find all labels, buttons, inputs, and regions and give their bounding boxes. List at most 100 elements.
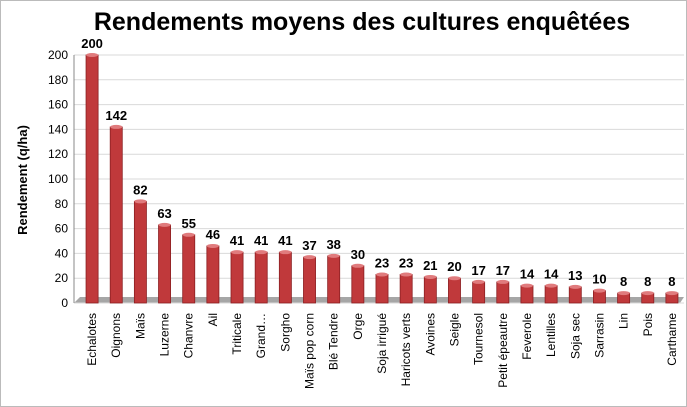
x-tick-label: Avoines [423, 313, 437, 355]
value-label: 30 [351, 247, 365, 262]
bar-top [279, 250, 292, 255]
x-tick-label: Sorgho [278, 313, 292, 352]
value-label: 17 [471, 263, 485, 278]
x-tick-label: Lentilles [544, 313, 558, 357]
value-label: 41 [254, 233, 268, 248]
x-tick-label: Seigle [447, 313, 461, 347]
x-tick-label: Soja sec [568, 313, 582, 359]
x-tick-label: Sarrasin [592, 313, 606, 358]
bar [85, 54, 99, 304]
bar-top [400, 272, 413, 277]
y-tick-label: 100 [48, 172, 68, 186]
bar [327, 255, 341, 304]
y-tick-label: 0 [61, 296, 68, 310]
value-label: 10 [592, 272, 606, 287]
value-label: 41 [230, 233, 244, 248]
bar [568, 286, 582, 304]
bar [303, 256, 316, 304]
value-label: 23 [375, 255, 389, 270]
bar [496, 281, 510, 304]
x-tick-label: Haricots verts [399, 313, 413, 386]
y-tick-label: 80 [55, 197, 69, 211]
bar-top [520, 283, 534, 288]
bar-top [134, 199, 147, 204]
x-tick-label: Soja irrigué [375, 313, 389, 374]
bar-top [424, 274, 437, 279]
value-label: 8 [668, 274, 675, 289]
value-label: 21 [423, 258, 437, 273]
x-tick-label: Chanvre [182, 313, 196, 359]
bar [351, 265, 365, 304]
y-tick-label: 20 [55, 271, 69, 285]
value-label: 8 [644, 274, 651, 289]
bar-top [327, 253, 340, 258]
y-axis-label: Rendement (q/ha) [15, 125, 30, 235]
x-tick-label: Feverole [520, 313, 534, 360]
bar [399, 274, 413, 304]
bar [520, 285, 534, 304]
bar [544, 285, 558, 304]
y-tick-label: 160 [48, 98, 68, 112]
y-tick-label: 180 [48, 73, 68, 87]
bar-top [641, 291, 654, 296]
x-tick-label: Petit épeautre [496, 313, 510, 388]
x-tick-label: Triticale [230, 313, 244, 355]
bar-top [617, 291, 630, 296]
bar-top [375, 272, 389, 277]
bar-top [110, 124, 123, 129]
bar-top [158, 222, 171, 227]
value-label: 82 [133, 182, 147, 197]
value-label: 38 [326, 237, 340, 252]
value-label: 46 [206, 227, 220, 242]
x-tick-label: Ail [206, 313, 220, 326]
bar [230, 251, 244, 304]
x-tick-label: Orge [351, 313, 365, 340]
bar-top [86, 53, 99, 57]
bar [448, 277, 461, 304]
bar-top [206, 243, 219, 248]
bar [278, 251, 292, 304]
bar-top [303, 255, 316, 260]
bar-top [182, 232, 195, 237]
y-tick-label: 60 [55, 222, 69, 236]
bar-top [448, 276, 461, 281]
value-label: 23 [399, 255, 413, 270]
x-tick-label: Lin [617, 313, 631, 329]
value-label: 13 [568, 268, 582, 283]
bar-top [472, 279, 485, 284]
value-label: 142 [105, 108, 127, 123]
x-tick-label: Tournesol [472, 313, 486, 365]
bar [254, 251, 268, 304]
bar [472, 281, 486, 304]
value-label: 37 [302, 238, 316, 253]
x-tick-label: Maïs [133, 313, 147, 339]
value-label: 8 [620, 274, 627, 289]
value-label: 17 [496, 263, 510, 278]
x-tick-label: Oignons [109, 313, 123, 358]
value-label: 14 [544, 267, 559, 282]
bar-top [593, 288, 606, 293]
x-tick-label: Maïs pop corn [303, 313, 317, 389]
x-tick-label: Luzerne [158, 313, 172, 357]
bar [158, 224, 172, 304]
bar [109, 126, 123, 304]
value-label: 200 [81, 36, 103, 51]
y-tick-label: 120 [48, 147, 68, 161]
x-tick-label: Echalotes [85, 313, 99, 366]
bar-top [665, 291, 678, 296]
x-tick-label: Blé Tendre [327, 313, 341, 370]
value-label: 41 [278, 233, 292, 248]
y-tick-label: 200 [48, 48, 68, 62]
bar [375, 274, 389, 304]
bar-top [351, 263, 364, 268]
chart-title: Rendements moyens des cultures enquêtées [94, 8, 630, 36]
bar-top [255, 250, 268, 255]
x-tick-label: Grand… [254, 313, 268, 358]
value-label: 14 [520, 267, 535, 282]
y-tick-label: 40 [55, 246, 69, 260]
value-label: 20 [447, 259, 461, 274]
bar-top [496, 279, 509, 284]
bar-top [231, 250, 244, 255]
bar-top [569, 284, 582, 289]
